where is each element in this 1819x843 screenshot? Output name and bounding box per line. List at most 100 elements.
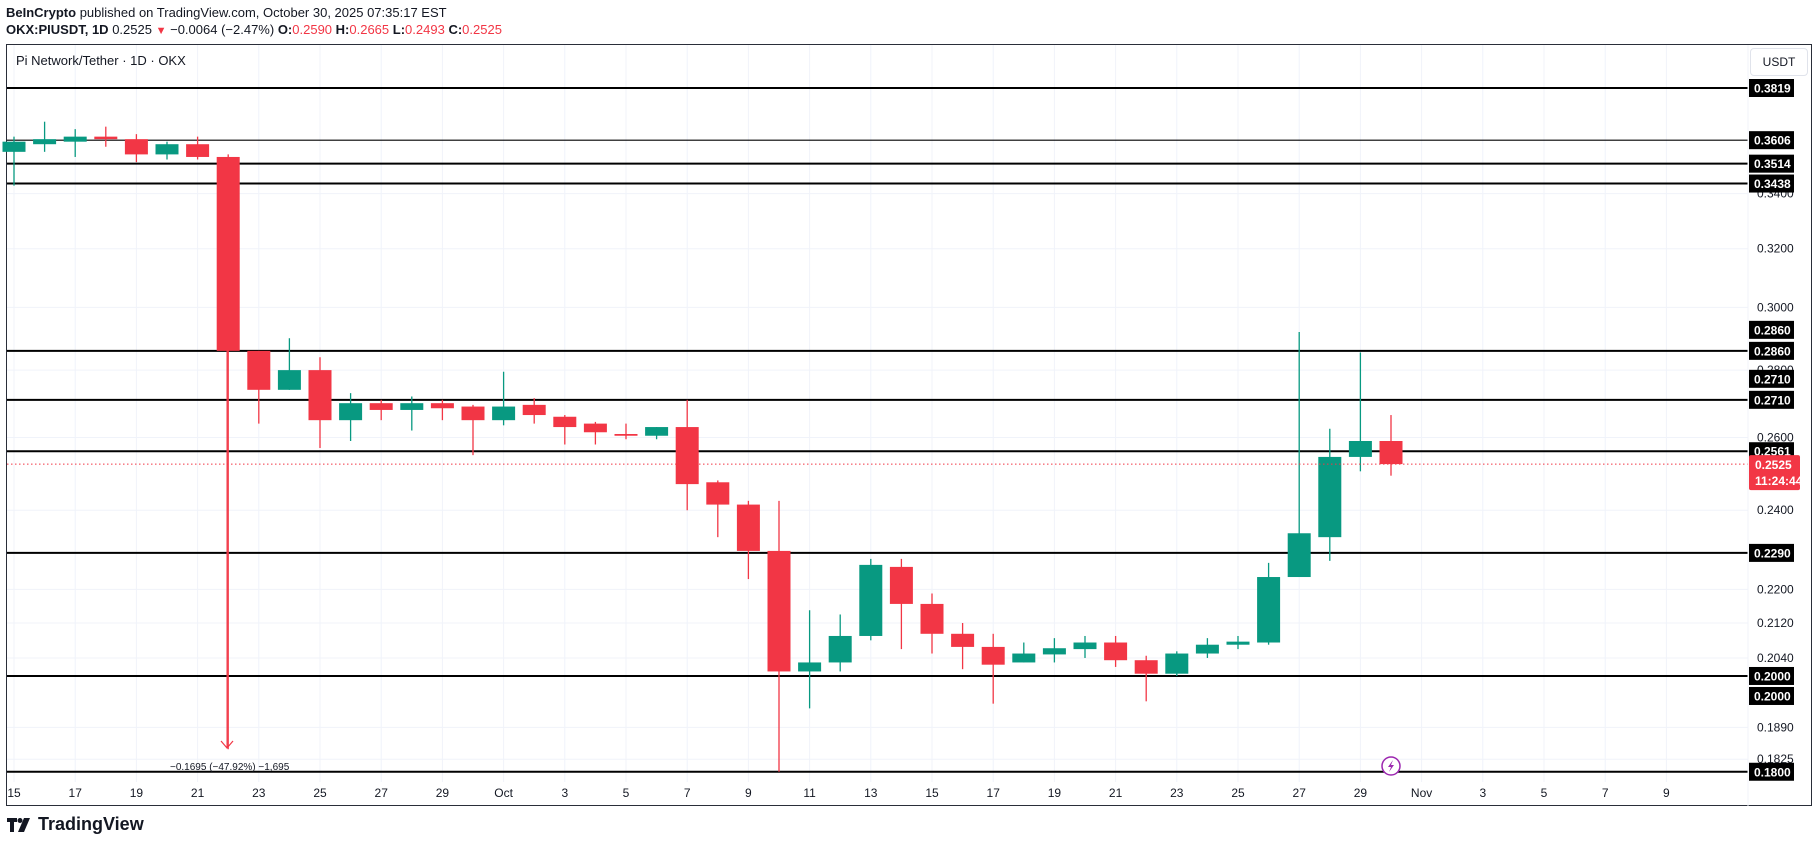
candle[interactable]	[522, 398, 546, 424]
candle[interactable]	[614, 423, 638, 440]
candle[interactable]	[767, 500, 791, 772]
date-tick-label: 7	[1602, 786, 1609, 800]
candle[interactable]	[583, 421, 607, 445]
price-tag: 0.2000	[1749, 686, 1794, 705]
candle[interactable]	[1104, 635, 1128, 667]
candle[interactable]	[1042, 638, 1066, 663]
date-tick-label: 5	[1541, 786, 1548, 800]
candle[interactable]	[1165, 651, 1189, 676]
svg-text:0.3606: 0.3606	[1754, 134, 1791, 148]
price-tick-label: 0.2400	[1757, 503, 1794, 517]
close-value: 0.2525	[462, 22, 502, 37]
chart-title: Pi Network/Tether · 1D · OKX	[16, 53, 186, 68]
candle[interactable]	[63, 129, 87, 157]
candle[interactable]	[492, 371, 516, 426]
candle[interactable]	[675, 399, 699, 511]
tradingview-logo: TradingView	[7, 814, 144, 835]
candle[interactable]	[216, 154, 240, 750]
svg-text:0.1800: 0.1800	[1754, 765, 1791, 779]
candle[interactable]	[308, 357, 332, 449]
price-tag: 0.2710	[1749, 390, 1794, 409]
candle[interactable]	[1073, 635, 1097, 658]
date-tick-label: 17	[987, 786, 1001, 800]
date-tick-label: Oct	[494, 786, 513, 800]
low-label: L:	[392, 22, 406, 37]
candle[interactable]	[2, 136, 26, 186]
time-axis[interactable]: 15 17 19 21 23 25 27 29 Oct 3 5 7 9 11 13 15 17 19 21 23 25 2…	[7, 786, 1670, 800]
countdown: 11:24:44	[1755, 474, 1803, 488]
brand-text: TradingView	[38, 814, 144, 834]
publish-info: BeInCrypto published on TradingView.com,…	[6, 5, 447, 20]
svg-text:0.2000: 0.2000	[1754, 689, 1791, 703]
candle[interactable]	[33, 121, 57, 152]
price-tag: 0.3438	[1749, 174, 1794, 193]
candle[interactable]	[1012, 642, 1036, 663]
candle[interactable]	[1348, 352, 1372, 472]
price-axis[interactable]: 0.34000.32000.30000.28000.26000.24000.22…	[1757, 187, 1794, 767]
lightning-icon[interactable]	[1381, 756, 1401, 776]
candle[interactable]	[1257, 562, 1281, 645]
symbol-label: OKX:PIUSDT, 1D	[6, 22, 109, 37]
candle[interactable]	[430, 399, 454, 421]
candle[interactable]	[736, 500, 760, 580]
currency-button[interactable]: USDT	[1750, 48, 1808, 76]
candle[interactable]	[951, 623, 975, 670]
candle[interactable]	[920, 593, 944, 654]
price-range-measure[interactable]: −0.1695 (−47.92%) −1,695	[170, 156, 290, 773]
candle[interactable]	[1226, 635, 1250, 650]
candle[interactable]	[859, 558, 883, 641]
candle[interactable]	[277, 338, 301, 390]
candle[interactable]	[1195, 638, 1219, 658]
candle[interactable]	[981, 633, 1005, 704]
measure-text: −0.1695 (−47.92%) −1,695	[170, 762, 290, 773]
date-tick-label: 21	[1109, 786, 1123, 800]
candle[interactable]	[1287, 331, 1311, 578]
price-tag: 0.2860	[1749, 341, 1794, 360]
current-price-tag: 0.2525 11:24:44	[1749, 455, 1803, 491]
candle[interactable]	[369, 399, 393, 421]
date-tick-label: 13	[864, 786, 878, 800]
horizontal-levels[interactable]	[7, 87, 1748, 773]
candle[interactable]	[889, 558, 913, 650]
price-tag: 0.2290	[1749, 543, 1794, 562]
candles	[2, 121, 1403, 772]
publisher-name: BeInCrypto	[6, 5, 77, 20]
candle[interactable]	[247, 350, 271, 424]
date-tick-label: 25	[1231, 786, 1245, 800]
candle[interactable]	[553, 415, 577, 445]
date-tick-label: Nov	[1411, 786, 1432, 800]
candle[interactable]	[124, 134, 148, 163]
candle[interactable]	[400, 396, 424, 431]
price-tick-label: 0.3200	[1757, 242, 1794, 256]
date-tick-label: 9	[745, 786, 752, 800]
date-tick-label: 21	[191, 786, 205, 800]
candle[interactable]	[1379, 415, 1403, 476]
symbol-legend: OKX:PIUSDT, 1D 0.2525 ▼ −0.0064 (−2.47%)…	[6, 22, 502, 37]
level-tags: 0.3819 0.3606 0.3514 0.3438 0.2860 0.2860 0.27…	[1749, 79, 1794, 781]
date-tick-label: 3	[561, 786, 568, 800]
candle[interactable]	[461, 404, 485, 456]
open-label: O:	[277, 22, 293, 37]
candle[interactable]	[645, 427, 669, 440]
date-tick-label: 19	[130, 786, 144, 800]
price-tag: 0.3819	[1749, 79, 1794, 97]
grid	[7, 45, 1748, 782]
price-tick-label: 0.2120	[1757, 616, 1794, 630]
svg-text:0.3514: 0.3514	[1754, 157, 1791, 171]
candle[interactable]	[828, 614, 852, 672]
candle[interactable]	[155, 141, 179, 160]
svg-text:0.2525: 0.2525	[1755, 458, 1792, 472]
last-price: 0.2525	[112, 22, 152, 37]
candle[interactable]	[706, 480, 730, 538]
high-value: 0.2665	[349, 22, 390, 37]
date-tick-label: 17	[69, 786, 83, 800]
svg-text:0.2000: 0.2000	[1754, 669, 1791, 683]
price-tick-label: 0.1890	[1757, 720, 1794, 734]
candle[interactable]	[186, 136, 210, 160]
candle[interactable]	[798, 610, 822, 709]
candle[interactable]	[1318, 428, 1342, 561]
candle[interactable]	[339, 393, 363, 441]
candle[interactable]	[1134, 655, 1158, 702]
candle[interactable]	[94, 126, 118, 147]
